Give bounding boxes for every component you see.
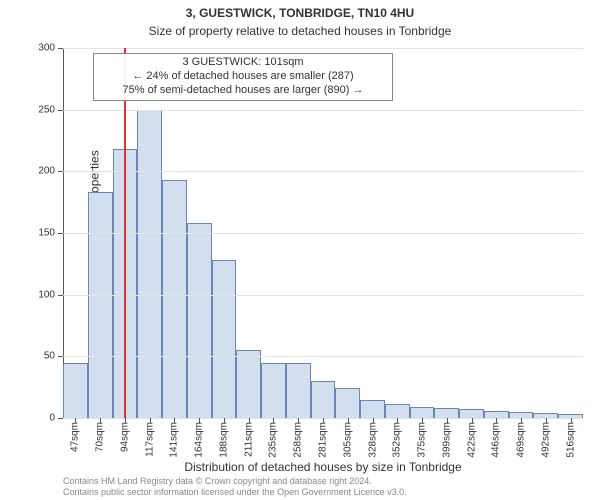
histogram-bar [137,110,162,418]
plot-area: 05010015020025030047sqm70sqm94sqm117sqm1… [63,48,583,418]
xtick-label: 328sqm [367,422,378,458]
attribution-line-2: Contains public sector information licen… [63,487,590,497]
xtick-label: 188sqm [218,422,229,458]
ytick-mark [58,356,63,357]
xtick-label: 422sqm [466,422,477,458]
attribution: Contains HM Land Registry data © Crown c… [63,476,590,497]
xtick-label: 70sqm [95,422,106,452]
xtick-label: 352sqm [392,422,403,458]
histogram-bar [286,363,311,419]
annotation-line: ← 24% of detached houses are smaller (28… [100,70,386,84]
ytick-mark [58,418,63,419]
ytick-label: 200 [38,166,55,177]
xtick-label: 281sqm [318,422,329,458]
annotation-line: 75% of semi-detached houses are larger (… [100,84,386,98]
histogram-bar [385,404,410,418]
xtick-label: 94sqm [119,422,130,452]
xtick-label: 305sqm [342,422,353,458]
ytick-mark [58,110,63,111]
annotation-box: 3 GUESTWICK: 101sqm← 24% of detached hou… [93,53,393,101]
xtick-label: 47sqm [70,422,81,452]
gridline [63,110,583,111]
ytick-label: 250 [38,104,55,115]
attribution-line-1: Contains HM Land Registry data © Crown c… [63,476,590,486]
histogram-bar [162,180,187,418]
gridline [63,171,583,172]
xtick-label: 492sqm [540,422,551,458]
xtick-label: 375sqm [417,422,428,458]
xtick-label: 469sqm [516,422,527,458]
histogram-bar [88,192,113,418]
histogram-bar [360,400,385,419]
gridline [63,48,583,49]
xtick-label: 399sqm [441,422,452,458]
histogram-bar [212,260,237,418]
xtick-label: 516sqm [565,422,576,458]
histogram-bar [236,350,261,418]
x-axis-label: Distribution of detached houses by size … [63,460,583,474]
gridline [63,356,583,357]
xtick-label: 164sqm [194,422,205,458]
subject-marker-line [124,48,126,418]
ytick-label: 150 [38,228,55,239]
ytick-mark [58,48,63,49]
chart-title: Size of property relative to detached ho… [0,24,600,38]
gridline [63,295,583,296]
xtick-label: 211sqm [243,422,254,457]
xtick-label: 141sqm [169,422,180,458]
chart-supertitle: 3, GUESTWICK, TONBRIDGE, TN10 4HU [0,6,600,20]
ytick-mark [58,171,63,172]
xtick-label: 117sqm [144,422,155,457]
annotation-line: 3 GUESTWICK: 101sqm [100,56,386,70]
histogram-bar [311,381,336,418]
ytick-label: 300 [38,43,55,54]
ytick-label: 50 [44,351,55,362]
xtick-label: 258sqm [293,422,304,458]
histogram-bar [187,223,212,418]
ytick-mark [58,295,63,296]
xtick-label: 235sqm [268,422,279,458]
gridline [63,233,583,234]
ytick-label: 100 [38,289,55,300]
histogram-bar [335,388,360,418]
ytick-label: 0 [49,413,55,424]
ytick-mark [58,233,63,234]
histogram-bar [63,363,88,419]
xtick-label: 446sqm [491,422,502,458]
histogram-bar [261,363,286,419]
